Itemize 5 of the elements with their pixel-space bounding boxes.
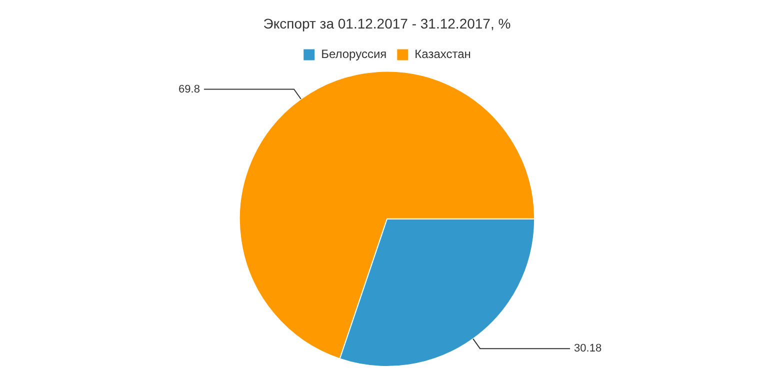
data-label: 30.18 (574, 342, 602, 355)
data-label: 69.8 (178, 83, 200, 96)
legend-label: Казахстан (414, 47, 471, 62)
legend-label: Белоруссия (321, 47, 387, 62)
chart-title: Экспорт за 01.12.2017 - 31.12.2017, % (263, 15, 511, 32)
